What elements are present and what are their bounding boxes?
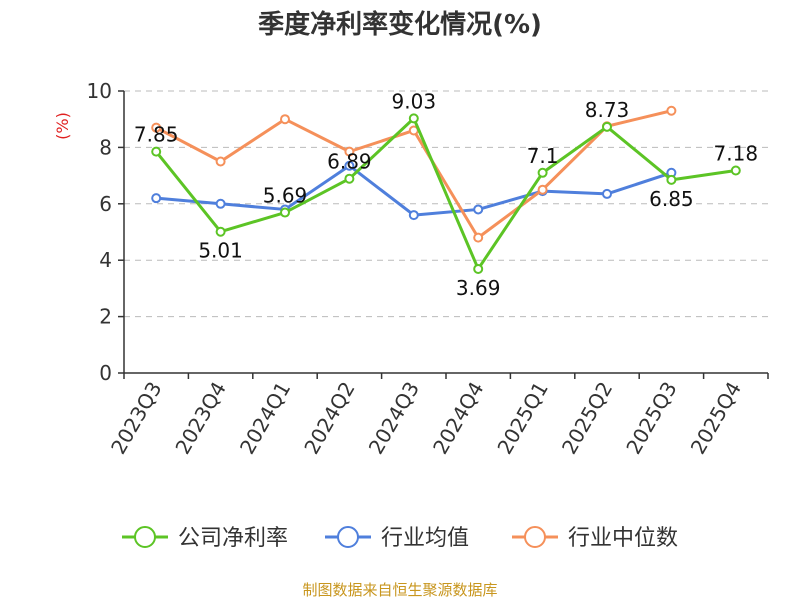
x-tick-label: 2024Q4: [428, 378, 488, 459]
data-label: 7.18: [714, 142, 759, 166]
data-point: [215, 156, 226, 167]
legend-label: 行业均值: [381, 526, 469, 551]
data-point: [344, 173, 355, 184]
x-tick-label: 2025Q3: [621, 378, 681, 459]
legend-label: 行业中位数: [568, 526, 678, 551]
x-tick-label: 2024Q1: [235, 378, 295, 459]
x-tick-label: 2024Q2: [299, 378, 359, 459]
data-point: [602, 188, 612, 199]
data-point: [666, 174, 677, 185]
grid-lines: [124, 90, 768, 318]
data-label: 6.85: [649, 187, 694, 211]
x-tick-label: 2025Q2: [557, 378, 617, 459]
x-tick-label: 2025Q1: [492, 378, 552, 459]
data-point: [215, 226, 226, 237]
data-point: [344, 146, 355, 157]
y-tick-label: 10: [87, 79, 112, 103]
data-point: [473, 263, 484, 274]
data-point: [602, 121, 612, 132]
chart-title: 季度净利率变化情况(%): [258, 9, 542, 40]
x-tick-label: 2023Q4: [170, 378, 230, 459]
data-point: [280, 207, 290, 218]
data-point: [344, 160, 355, 171]
data-point: [151, 122, 162, 133]
data-point: [215, 198, 226, 209]
x-tick-label: 2025Q4: [686, 378, 746, 459]
data-label: 7.1: [527, 144, 559, 168]
data-label: 7.85: [134, 123, 179, 147]
data-label: 8.73: [585, 98, 630, 122]
data-point: [730, 165, 741, 176]
x-tick-label: 2023Q3: [106, 378, 166, 459]
data-point: [473, 204, 484, 215]
legend: 公司净利率 行业均值 行业中位数: [122, 526, 678, 551]
legend-swatch-marker: [524, 526, 546, 548]
data-label: 6.89: [327, 150, 372, 174]
y-tick-label: 2: [99, 305, 112, 329]
series-layer: [151, 105, 741, 274]
legend-swatch-marker: [337, 526, 359, 548]
data-labels: 7.85 5.01 5.69 6.89 9.03 3.69 7.1 8.73 6.85 7.18: [134, 89, 758, 300]
legend-swatch-marker: [134, 526, 156, 548]
data-point: [408, 210, 419, 221]
data-point: [408, 113, 419, 124]
data-point: [280, 114, 290, 125]
series-line: [156, 164, 672, 217]
data-point: [151, 146, 162, 157]
y-tick-label: 4: [99, 248, 112, 272]
y-tick-label: 6: [99, 192, 112, 216]
legend-label: 公司净利率: [178, 526, 288, 551]
data-point: [537, 184, 548, 195]
data-point: [473, 232, 484, 243]
data-label: 3.69: [456, 276, 501, 300]
data-point: [666, 105, 677, 116]
y-axis-unit-label: (%): [53, 112, 72, 140]
data-label: 5.69: [263, 184, 308, 208]
data-point: [537, 167, 548, 178]
source-note: 制图数据来自恒生聚源数据库: [302, 581, 497, 599]
x-tick-label: 2024Q3: [364, 378, 424, 459]
data-label: 9.03: [392, 89, 437, 113]
y-tick-label: 0: [99, 361, 112, 385]
series-line: [155, 116, 737, 271]
y-tick-label: 8: [99, 135, 112, 159]
data-point: [151, 193, 162, 204]
data-label: 5.01: [198, 239, 243, 263]
